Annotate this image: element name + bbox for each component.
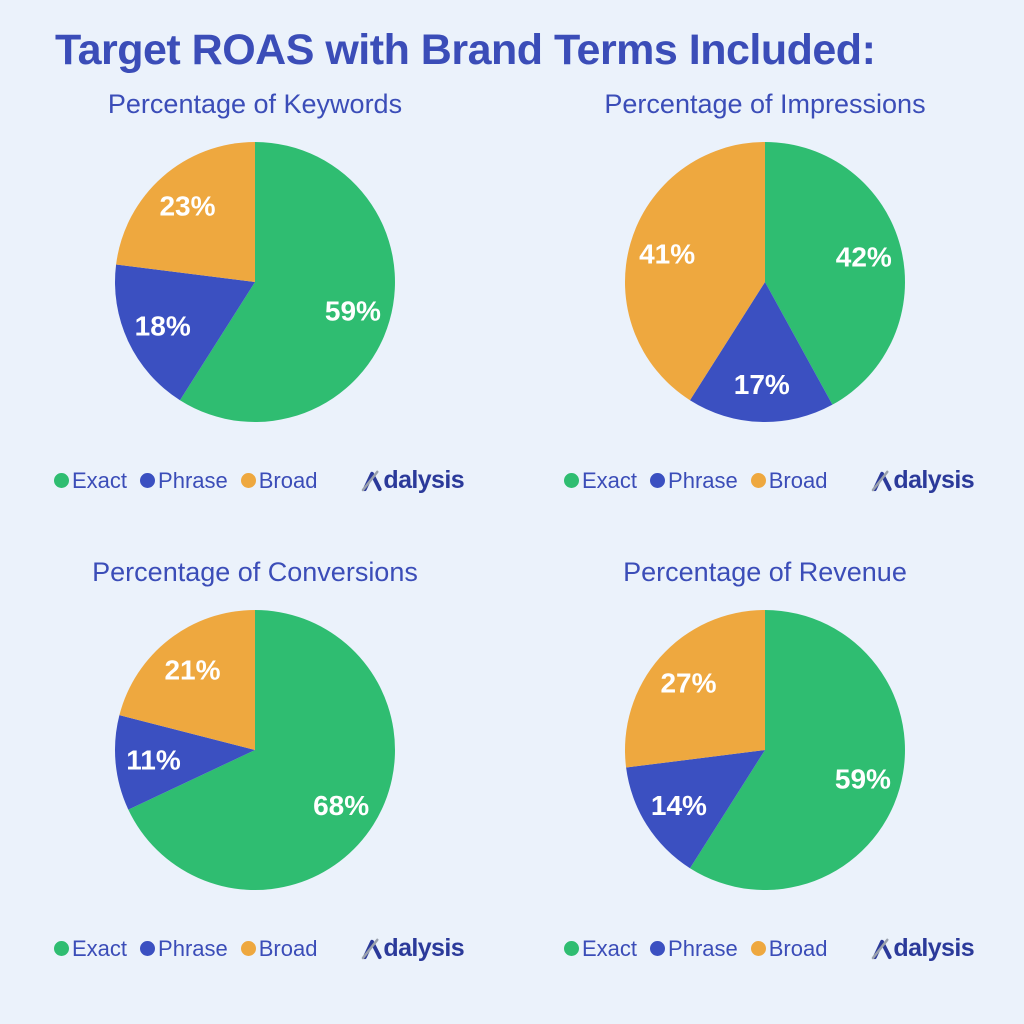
legend-label: Phrase bbox=[668, 935, 738, 961]
pie-slice-exact bbox=[689, 610, 905, 890]
logo-wordmark: dalysis bbox=[893, 934, 974, 962]
pie-slice-broad bbox=[624, 610, 765, 768]
broad-dot-icon bbox=[750, 473, 766, 488]
slice-label-broad: 27% bbox=[660, 668, 716, 699]
adalysis-a-mark-icon bbox=[362, 470, 383, 492]
adalysis-a-mark-icon bbox=[362, 938, 383, 960]
exact-dot-icon bbox=[54, 473, 69, 488]
broad-dot-icon bbox=[240, 941, 256, 956]
legend-item-exact: Exact bbox=[54, 468, 127, 494]
logo-wordmark: dalysis bbox=[383, 466, 464, 494]
legend-item-broad: Broad bbox=[750, 935, 828, 962]
pie-chart-keywords: 59% 18% 23% bbox=[114, 142, 395, 423]
legend-label: Exact bbox=[72, 935, 128, 961]
legend-row: Exact Phrase Broad bbox=[40, 466, 470, 495]
slice-label-broad: 21% bbox=[164, 654, 220, 685]
legend-label: Exact bbox=[582, 467, 638, 493]
exact-dot-icon bbox=[564, 473, 579, 488]
pie-slice-phrase bbox=[689, 282, 833, 423]
legend-row: Exact Phrase Broad bbox=[40, 934, 470, 963]
legend-label: Phrase bbox=[158, 467, 228, 493]
chart-title: Percentage of Revenue bbox=[623, 557, 907, 587]
legend: Exact Phrase Broad bbox=[564, 936, 827, 962]
legend-item-broad: Broad bbox=[750, 467, 828, 494]
pie-slice-broad bbox=[116, 142, 255, 282]
slice-label-broad: 41% bbox=[639, 239, 695, 270]
phrase-dot-icon bbox=[140, 941, 156, 956]
legend-label: Phrase bbox=[158, 935, 228, 961]
legend-label: Exact bbox=[582, 935, 638, 961]
legend-label: Exact bbox=[72, 467, 128, 493]
broad-dot-icon bbox=[240, 473, 256, 488]
pie-slice-phrase bbox=[114, 715, 255, 810]
chart-panel-impressions: Percentage of Impressions 42% 17% 41% Exac… bbox=[550, 89, 980, 495]
exact-dot-icon bbox=[54, 941, 69, 956]
legend-item-exact: Exact bbox=[54, 936, 127, 962]
adalysis-logo: dalysis bbox=[871, 934, 975, 963]
chart-grid: Percentage of Keywords 59% 18% 23% Exact P… bbox=[0, 75, 1024, 963]
slice-label-exact: 59% bbox=[325, 296, 381, 327]
slice-label-broad: 23% bbox=[159, 191, 215, 222]
chart-title: Percentage of Conversions bbox=[92, 557, 418, 587]
legend-label: Broad bbox=[258, 935, 318, 961]
legend-label: Broad bbox=[768, 935, 828, 961]
legend: Exact Phrase Broad bbox=[564, 468, 827, 494]
legend-label: Phrase bbox=[668, 467, 738, 493]
legend-label: Broad bbox=[768, 467, 828, 493]
legend-row: Exact Phrase Broad bbox=[550, 934, 980, 963]
phrase-dot-icon bbox=[650, 941, 666, 956]
slice-label-phrase: 17% bbox=[734, 369, 790, 400]
pie-slice-exact bbox=[128, 610, 395, 890]
adalysis-logo: dalysis bbox=[361, 934, 465, 963]
adalysis-logo: dalysis bbox=[871, 466, 975, 495]
legend-item-broad: Broad bbox=[240, 467, 318, 494]
legend-item-phrase: Phrase bbox=[140, 936, 228, 962]
phrase-dot-icon bbox=[140, 473, 156, 488]
slice-label-exact: 42% bbox=[836, 242, 892, 273]
exact-dot-icon bbox=[564, 941, 579, 956]
logo-wordmark: dalysis bbox=[383, 934, 464, 962]
legend: Exact Phrase Broad bbox=[54, 936, 317, 962]
slice-label-exact: 59% bbox=[835, 764, 891, 795]
logo-wordmark: dalysis bbox=[893, 466, 974, 494]
legend-label: Broad bbox=[258, 467, 318, 493]
chart-panel-conversions: Percentage of Conversions 68% 11% 21% Exac… bbox=[40, 557, 470, 963]
pie-chart-revenue: 59% 14% 27% bbox=[624, 610, 905, 890]
legend: Exact Phrase Broad bbox=[54, 468, 317, 494]
broad-dot-icon bbox=[750, 941, 766, 956]
chart-title: Percentage of Keywords bbox=[107, 89, 403, 119]
legend-item-phrase: Phrase bbox=[140, 468, 228, 494]
slice-label-phrase: 14% bbox=[651, 790, 707, 821]
legend-item-exact: Exact bbox=[564, 468, 637, 494]
chart-panel-revenue: Percentage of Revenue 59% 14% 27% Exact Ph… bbox=[550, 557, 980, 963]
slice-label-exact: 68% bbox=[313, 790, 369, 821]
pie-slice-exact bbox=[179, 142, 395, 423]
chart-panel-keywords: Percentage of Keywords 59% 18% 23% Exact P… bbox=[40, 89, 470, 495]
adalysis-a-mark-icon bbox=[872, 938, 893, 960]
legend-item-phrase: Phrase bbox=[650, 468, 738, 494]
slice-label-phrase: 18% bbox=[135, 310, 191, 341]
page-title: Target ROAS with Brand Terms Included: bbox=[55, 26, 876, 74]
legend-item-broad: Broad bbox=[240, 935, 318, 962]
pie-slice-broad bbox=[119, 610, 256, 750]
pie-chart-impressions: 42% 17% 41% bbox=[624, 142, 905, 423]
pie-slice-broad bbox=[624, 142, 765, 401]
pie-slice-phrase bbox=[114, 264, 256, 401]
adalysis-logo: dalysis bbox=[361, 466, 465, 495]
pie-chart-conversions: 68% 11% 21% bbox=[114, 610, 395, 890]
legend-row: Exact Phrase Broad bbox=[550, 466, 980, 495]
slice-label-phrase: 11% bbox=[126, 745, 181, 776]
legend-item-exact: Exact bbox=[564, 936, 637, 962]
pie-slice-phrase bbox=[626, 750, 765, 869]
legend-item-phrase: Phrase bbox=[650, 936, 738, 962]
chart-title: Percentage of Impressions bbox=[604, 89, 926, 119]
adalysis-a-mark-icon bbox=[872, 470, 893, 492]
phrase-dot-icon bbox=[650, 473, 666, 488]
pie-slice-exact bbox=[765, 142, 905, 405]
